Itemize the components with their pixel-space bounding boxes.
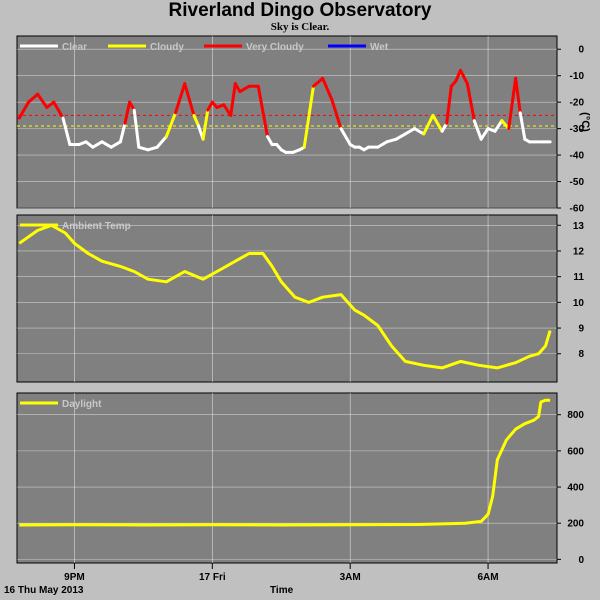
legend-label: Daylight <box>62 399 102 410</box>
x-tick-label: 9PM <box>64 572 85 583</box>
plot-area <box>16 392 558 564</box>
sky-temp-segment <box>376 140 389 149</box>
sky-temp-segment <box>431 113 444 133</box>
sky-temp-segment <box>472 119 483 141</box>
date-label: 16 Thu May 2013 <box>4 585 84 596</box>
y-tick-label: 8 <box>578 349 584 360</box>
y-tick-label: -60 <box>570 204 585 215</box>
sky-temp-segment <box>26 92 40 104</box>
sky-temp-segment <box>164 111 178 139</box>
y-tick-label: 400 <box>567 483 584 494</box>
chart-subtitle: Sky is Clear. <box>270 21 330 33</box>
y-tick-label: 11 <box>573 272 584 283</box>
sky-temp-segment <box>394 132 407 141</box>
sky-temp-segment <box>192 113 201 128</box>
sky-temp-segment <box>61 116 72 146</box>
time-axis: 9PM 17 Fri 3AM 6AM <box>64 563 499 583</box>
sky-temp-segment <box>321 76 334 102</box>
y-tick-label: 10 <box>573 298 585 309</box>
sky-temp-segment <box>440 121 449 133</box>
legend-label: Wet <box>370 42 389 53</box>
sky-temp-segment <box>91 140 104 149</box>
legend-label: Cloudy <box>150 42 184 53</box>
plot-area <box>16 35 558 209</box>
y-tick-label: 600 <box>567 446 584 457</box>
sky-temp-segment <box>413 127 426 136</box>
sky-temp-segment <box>128 100 136 112</box>
y-tick-label: -40 <box>570 151 585 162</box>
sky-temp-segment <box>132 108 141 149</box>
legend-label: Very Cloudy <box>246 42 304 53</box>
sky-temp-panel: 0 -10 -20 -30 -40 -50 -60 (°C) Clear Cloudy Very C… <box>16 35 591 215</box>
sky-temp-segment <box>52 100 65 120</box>
legend-label: Ambient Temp <box>62 221 131 232</box>
daylight-panel: 800 600 400 200 0 Daylight <box>16 392 584 566</box>
sky-temp-segment <box>403 127 417 136</box>
sky-temp-segment <box>174 82 187 115</box>
sky-temp-segment <box>514 76 522 115</box>
y-tick-label: -30 <box>570 124 585 135</box>
sky-temp-segment <box>330 98 343 131</box>
sky-temp-segment <box>385 137 398 144</box>
sky-temp-segment <box>201 108 210 141</box>
sky-temp-segment <box>137 145 150 152</box>
plot-area <box>16 214 558 383</box>
sky-temp-segment <box>229 82 237 117</box>
y-tick-label: 0 <box>578 45 584 56</box>
sky-temp-segment <box>265 135 274 146</box>
y-tick-label: 200 <box>567 519 584 530</box>
sky-temp-segment <box>146 145 159 152</box>
y-tick-label: -20 <box>570 98 585 109</box>
sky-temp-segment <box>507 76 518 131</box>
sky-temp-segment <box>183 82 191 102</box>
sky-temp-segment <box>100 140 113 149</box>
series-line <box>18 223 552 370</box>
ambient-temp-panel: 13 12 11 10 9 8 Ambient Temp <box>16 214 585 383</box>
sky-temp-segment <box>109 140 122 149</box>
x-tick-label: 6AM <box>478 572 499 583</box>
sky-temp-segment <box>422 113 435 136</box>
x-axis-title: Time <box>270 585 294 596</box>
sky-temp-segment <box>155 135 168 149</box>
y-tick-label: 13 <box>573 221 585 232</box>
sky-temp-segment <box>123 100 132 125</box>
sky-temp-segment <box>479 127 490 141</box>
y-tick-label: -10 <box>570 71 585 82</box>
y-tick-label: -50 <box>570 177 585 188</box>
sky-temp-segment <box>518 111 527 141</box>
sky-temp-segment <box>311 76 325 88</box>
sky-temp-segment <box>118 121 127 144</box>
sky-temp-segment <box>187 98 196 117</box>
chart-title: Riverland Dingo Observatory <box>168 0 432 21</box>
sky-temp-segment <box>302 84 315 149</box>
y-tick-label: 800 <box>567 410 584 421</box>
y-tick-label: 0 <box>578 555 584 566</box>
x-tick-label: 3AM <box>340 572 361 583</box>
x-tick-label: 17 Fri <box>199 572 226 583</box>
y-tick-label: 12 <box>573 246 585 257</box>
legend-label: Clear <box>62 42 87 53</box>
sky-temp-segment <box>465 82 476 123</box>
sky-temp-segment <box>339 127 352 146</box>
y-tick-label: 9 <box>578 324 584 335</box>
y-axis-label: (°C) <box>579 112 591 132</box>
sky-temp-segment <box>493 119 504 133</box>
sky-temp-segment <box>17 100 30 120</box>
series-line <box>19 398 551 527</box>
sky-temp-segment <box>233 82 242 94</box>
sky-temp-segment <box>256 84 269 139</box>
sky-temp-segment <box>445 84 453 125</box>
sky-temp-segment <box>238 84 251 94</box>
sky-temp-segment <box>36 92 49 109</box>
sky-temp-segment <box>458 68 469 86</box>
